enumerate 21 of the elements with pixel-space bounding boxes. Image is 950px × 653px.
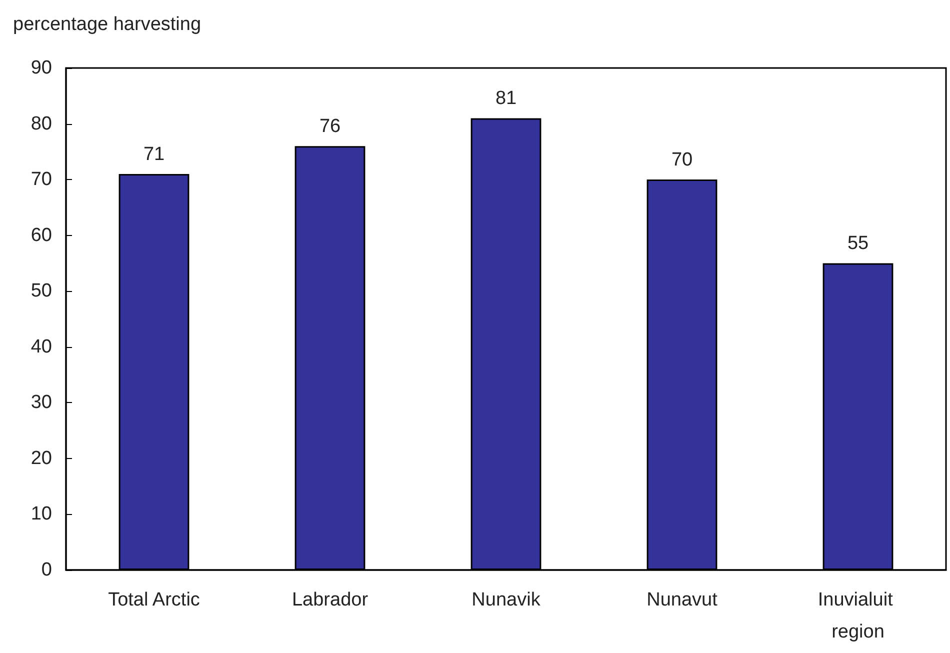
y-tick-label: 90 bbox=[30, 58, 52, 78]
y-tick-label: 40 bbox=[30, 336, 52, 358]
data-label: 71 bbox=[143, 144, 165, 165]
x-tick-label: Total Arctic bbox=[108, 590, 200, 610]
x-tick-label: Labrador bbox=[292, 590, 369, 610]
y-tick-label: 10 bbox=[30, 504, 52, 525]
x-tick-label: Nunavut bbox=[646, 590, 718, 610]
data-label: 81 bbox=[495, 88, 517, 110]
y-tick-label: 20 bbox=[30, 448, 52, 469]
data-label: 55 bbox=[847, 233, 869, 254]
y-tick-label: 80 bbox=[30, 113, 52, 134]
y-tick-label: 30 bbox=[30, 392, 52, 414]
data-label: 70 bbox=[671, 150, 693, 171]
y-tick-label: 70 bbox=[30, 169, 52, 190]
x-tick-label: Inuvialuit region bbox=[818, 590, 898, 642]
y-tick-label: 50 bbox=[30, 280, 52, 302]
x-tick-label: Nunavik bbox=[472, 590, 541, 610]
y-tick-label: 0 bbox=[41, 560, 52, 580]
y-axis-title: percentage harvesting bbox=[13, 14, 202, 35]
data-label: 76 bbox=[319, 116, 341, 138]
y-tick-label: 60 bbox=[30, 224, 52, 246]
